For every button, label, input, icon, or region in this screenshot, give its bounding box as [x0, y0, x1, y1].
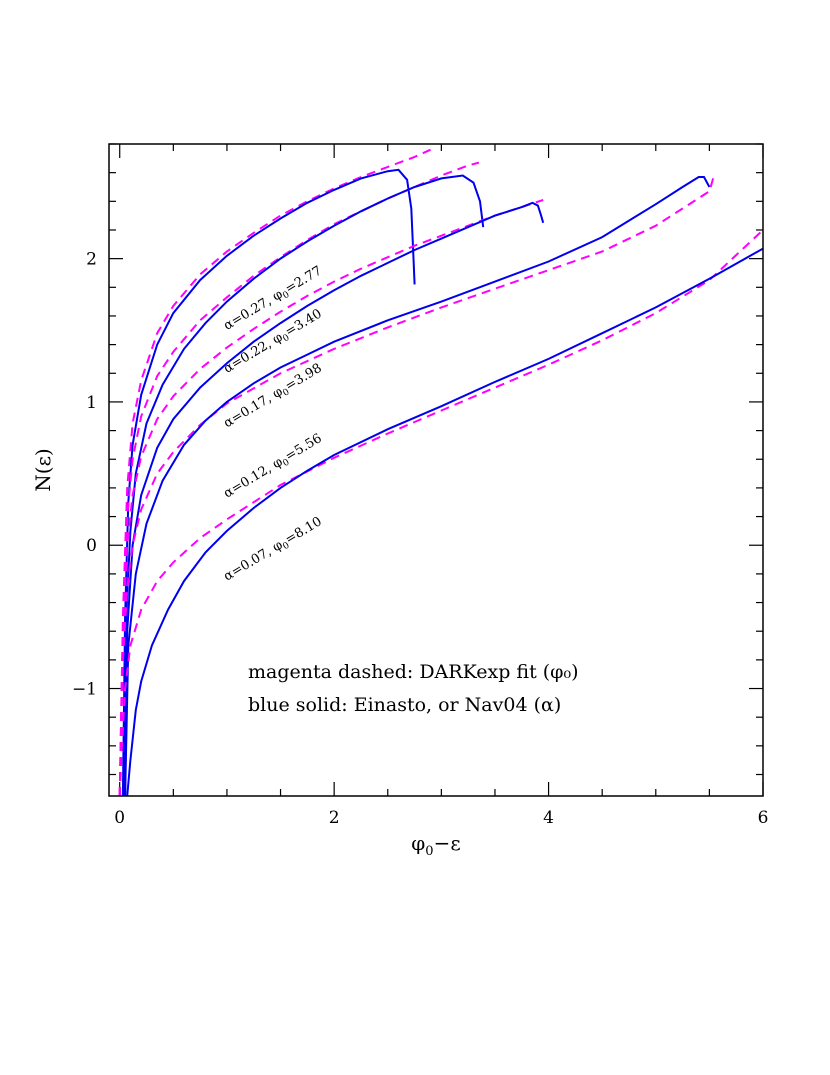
y-tick-label: 1 — [86, 393, 97, 413]
x-tick-label: 4 — [543, 808, 554, 828]
curves — [118, 148, 763, 796]
legend-note-darkexp: magenta dashed: DARKexp fit (φ₀) — [248, 661, 579, 683]
darkexp-curve-5 — [118, 229, 763, 796]
x-tick-label: 6 — [758, 808, 769, 828]
einasto-curve-4 — [124, 176, 711, 796]
darkexp-curve-1 — [118, 148, 432, 796]
curve-labels: α=0.27, φ0=2.77α=0.22, φ0=3.40α=0.17, φ0… — [221, 263, 325, 586]
x-axis-label: φ0−ε — [411, 831, 460, 859]
darkexp-curve-2 — [118, 161, 480, 796]
einasto-curve-1 — [121, 168, 416, 796]
einasto-curve-5 — [126, 247, 763, 796]
x-tick-label: 2 — [329, 808, 340, 828]
legend-note-einasto: blue solid: Einasto, or Nav04 (α) — [248, 694, 561, 716]
plot-frame — [108, 143, 764, 797]
darkexp-curve-4 — [118, 172, 716, 796]
y-tick-label: −1 — [72, 680, 97, 700]
y-axis-label: N(ε) — [31, 448, 55, 491]
einasto-curve-2 — [123, 174, 485, 796]
curve-label-5: α=0.07, φ0=8.10 — [221, 514, 325, 586]
x-tick-label: 0 — [114, 808, 125, 828]
y-tick-label: 0 — [86, 536, 97, 556]
darkexp-curve-3 — [118, 198, 544, 796]
axis-ticks: 0 2 4 6 −1 0 1 2 — [72, 143, 769, 828]
y-tick-label: 2 — [86, 250, 97, 270]
einasto-curve-3 — [124, 201, 545, 796]
